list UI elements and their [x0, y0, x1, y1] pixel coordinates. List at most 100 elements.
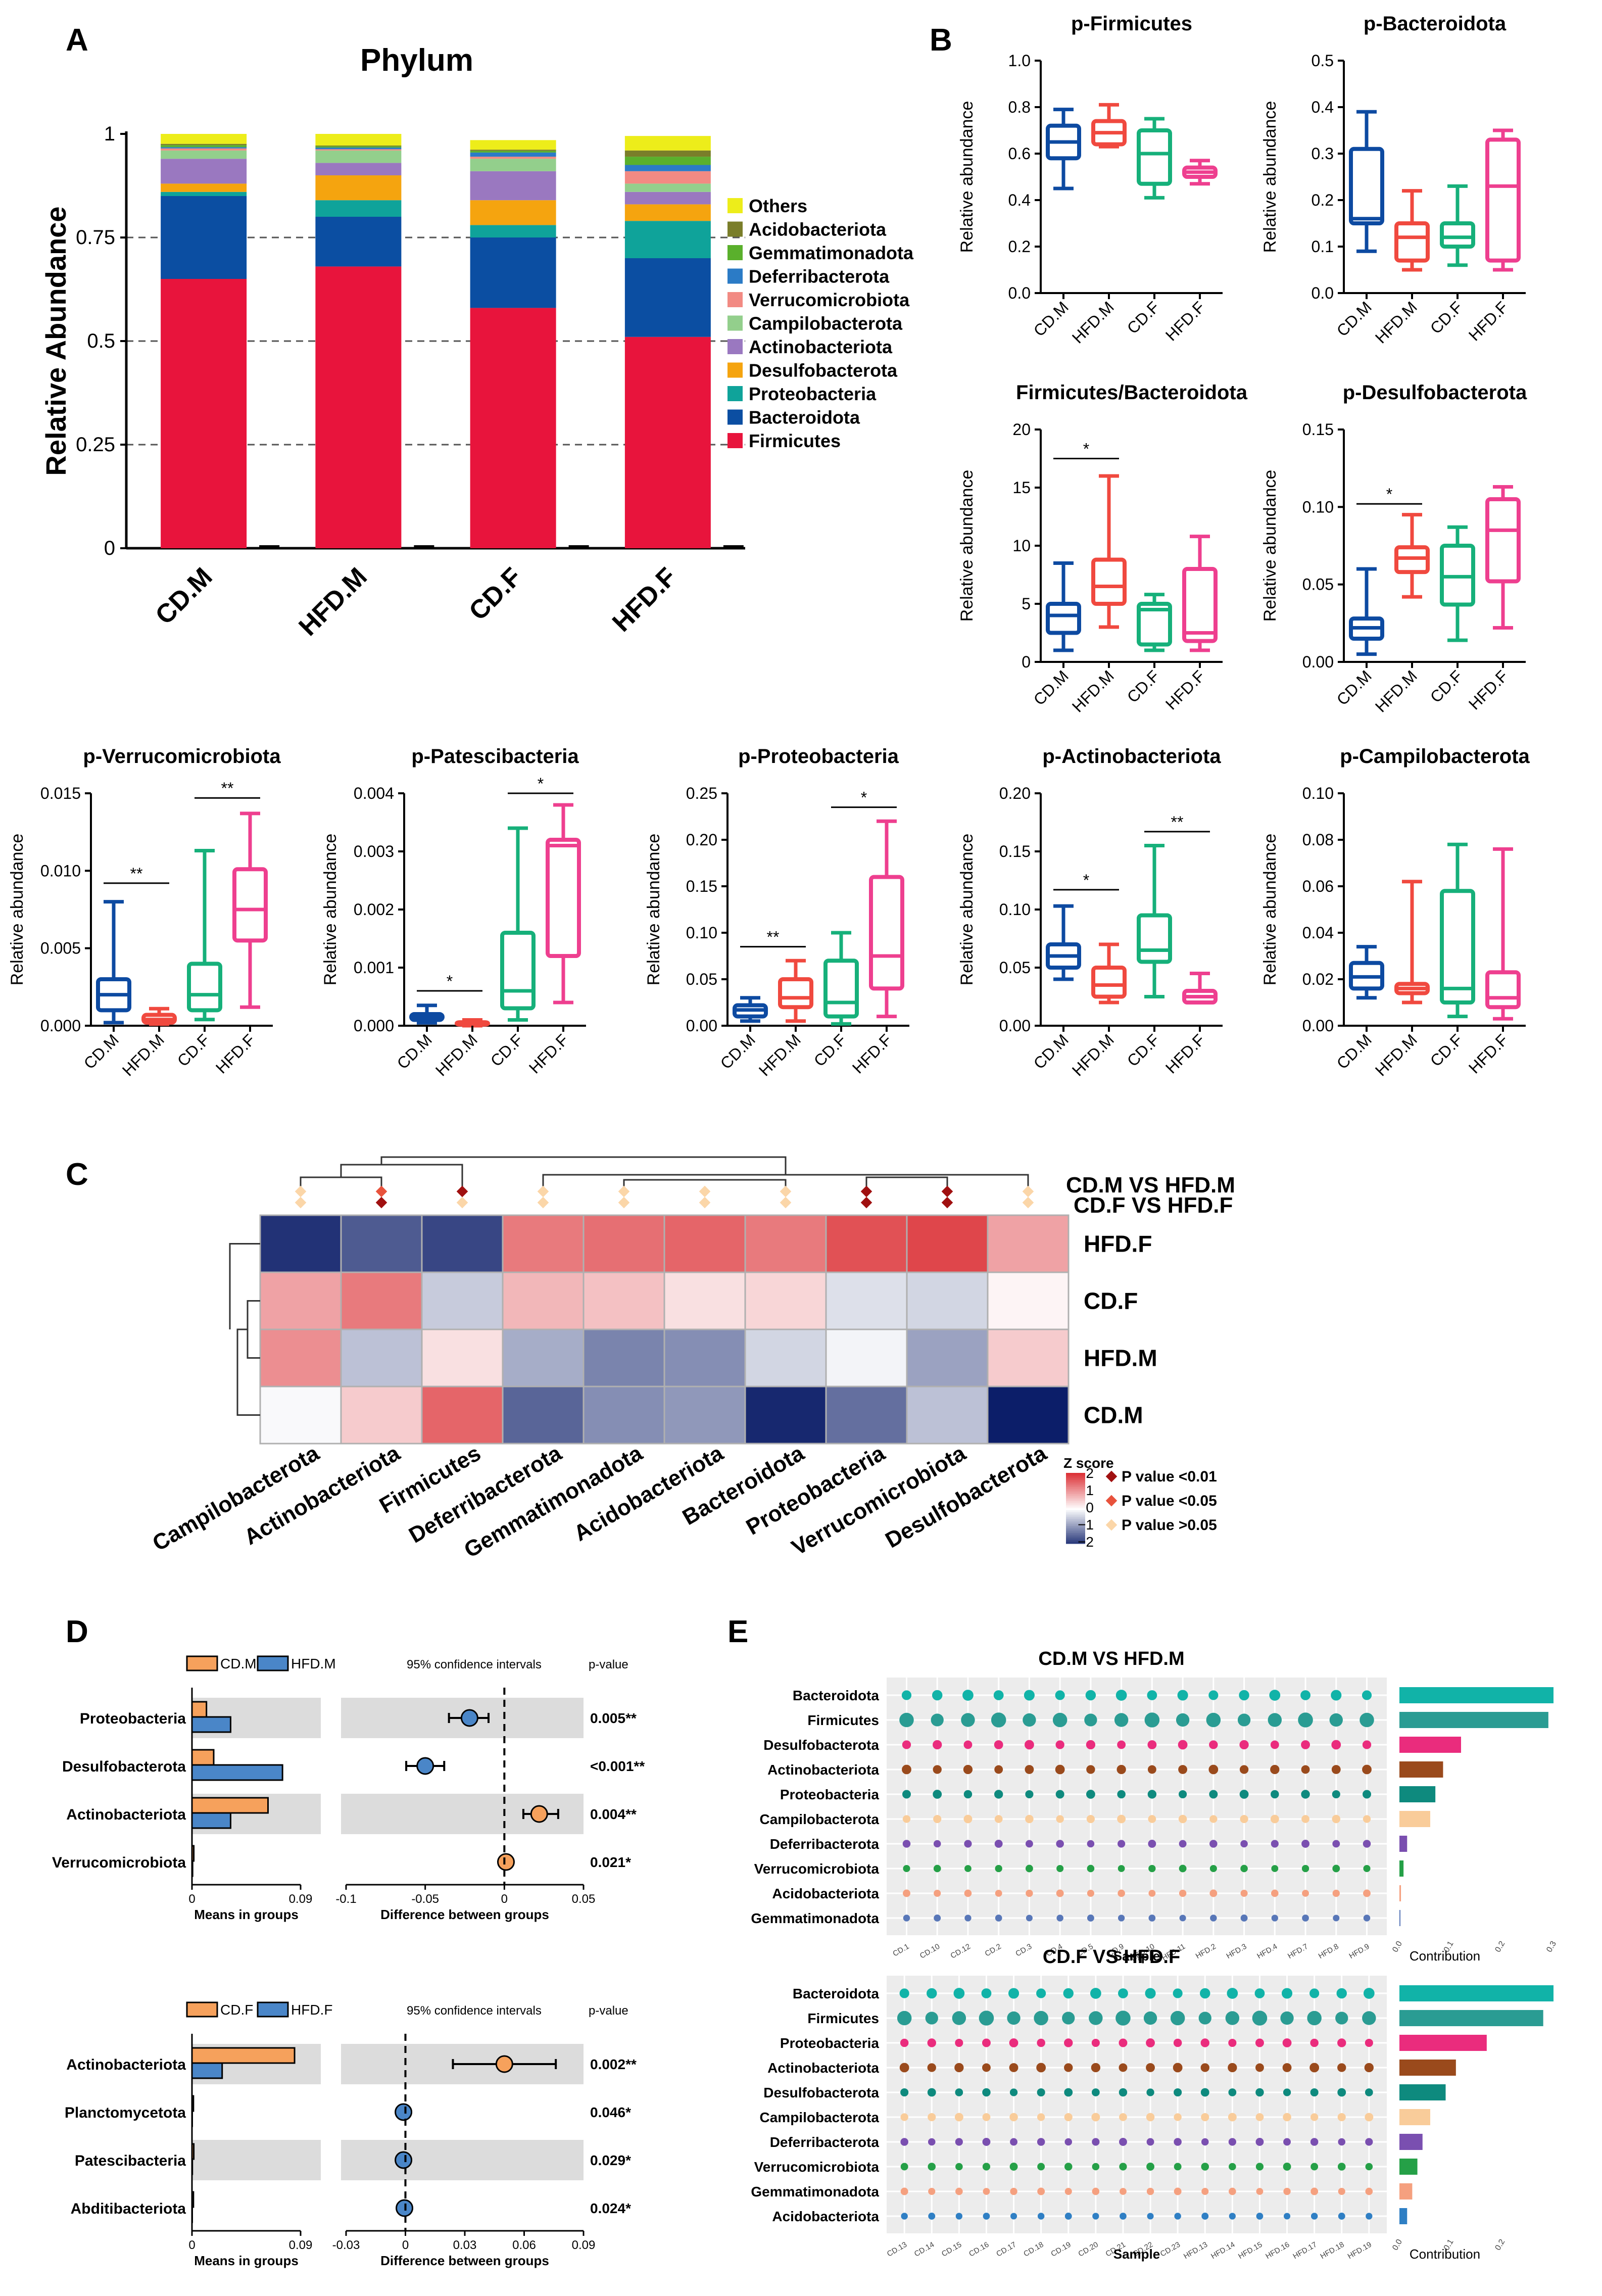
y-tick-label: 0.4: [1312, 98, 1334, 116]
bar-segment-acidobacteriota-hfd-f: [624, 150, 711, 157]
abundance-dot: [1307, 2011, 1322, 2026]
contribution-bar-actinobacteriota: [1399, 1761, 1443, 1778]
significance-marker: [860, 1197, 872, 1209]
row-label-campilobacterota: Campilobacterota: [760, 1811, 880, 1827]
y-tick-label: 0.15: [1302, 420, 1334, 439]
abundance-dot: [955, 2088, 963, 2096]
bar-segment-proteobacteria-cd-m: [161, 192, 247, 196]
abundance-dot: [1087, 1840, 1095, 1848]
bar-segment-others-cd-f: [470, 140, 556, 150]
abundance-dot: [1037, 2038, 1045, 2047]
legend-label: CD.F: [220, 2002, 253, 2018]
abundance-dot: [1209, 1740, 1218, 1749]
abundance-dot: [1025, 1790, 1034, 1799]
bar-stub: [414, 545, 434, 548]
y-tick-label: 0.6: [1008, 145, 1031, 163]
abundance-dot: [1198, 2012, 1211, 2025]
bar-segment-others-hfd-m: [315, 134, 402, 146]
abundance-dot: [1062, 2012, 1075, 2025]
abundance-dot: [1229, 2213, 1236, 2220]
panel-e-contribution-dots: CD.M VS HFD.MCD.1 CD.10 CD.12 CD.2 CD.3 CD.4 C…: [751, 1648, 1558, 2262]
abundance-dot: [902, 1815, 911, 1823]
abundance-dot: [1092, 2213, 1099, 2220]
abundance-dot: [1064, 2038, 1073, 2047]
bar-segment-gemmatimonadota-hfd-m: [315, 146, 402, 148]
bar-segment-actinobacteriota-hfd-m: [315, 163, 402, 175]
difference-point: [460, 1709, 478, 1727]
abundance-dot: [1301, 1864, 1309, 1873]
scale-gradient-step: [1066, 1505, 1085, 1507]
significance-marker: [375, 1185, 387, 1198]
abundance-dot: [1010, 2213, 1017, 2220]
abundance-dot: [1255, 2063, 1264, 2072]
abundance-dot: [900, 2038, 909, 2047]
row-label-actinobacteriota: Actinobacteriota: [66, 2056, 186, 2073]
row-label-verrucomicrobiota: Verrucomicrobiota: [754, 1861, 880, 1877]
stamp-plot-cd-m-hfd-m: CD.M HFD.M 95% confidence intervals p-value…: [52, 1655, 645, 1922]
abundance-dot: [1084, 1713, 1097, 1727]
x-axis-label: Means in groups: [194, 2253, 299, 2268]
abundance-dot: [1056, 1840, 1064, 1848]
legend-marker: [1105, 1495, 1118, 1507]
scale-gradient-step: [1066, 1476, 1085, 1478]
contribution-bar-firmicutes: [1399, 2010, 1543, 2026]
bar-segment-bacteroidota-hfd-f: [624, 258, 711, 337]
significance-mark: **: [767, 928, 780, 946]
x-tick-label: -0.05: [411, 1892, 439, 1906]
x-tick-label: 0.03: [453, 2238, 477, 2252]
bar-stub: [723, 545, 744, 548]
x-tick-label: 0: [188, 1892, 195, 1906]
abundance-dot: [1228, 2113, 1237, 2122]
box-cd-f: [1137, 913, 1172, 964]
bar-segment-campilobacterota-cd-m: [161, 150, 247, 159]
boxplot-title: p-Proteobacteria: [738, 745, 899, 768]
legend-swatch: [257, 1655, 289, 1671]
box-hfd-f: [232, 867, 268, 943]
heatmap-cell-cd-m-actinobacteriota: [340, 1385, 423, 1445]
row-label-bacteroidota: Bacteroidota: [793, 1986, 880, 2001]
abundance-dot: [982, 2038, 991, 2047]
box-cd-f: [823, 959, 859, 1019]
box-hfd-f: [869, 875, 904, 991]
abundance-dot: [1331, 1690, 1342, 1701]
abundance-dot: [1309, 1988, 1320, 1998]
heatmap-cell-hfd-f-bacteroidota: [744, 1214, 827, 1273]
abundance-dot: [1283, 2113, 1291, 2122]
contribution-bar-verrucomicrobiota: [1399, 1860, 1404, 1877]
abundance-dot: [1007, 2011, 1021, 2025]
scale-gradient-step: [1066, 1526, 1085, 1528]
legend-marker: [1105, 1470, 1118, 1482]
plot-title: CD.F VS HFD.F: [1043, 1946, 1180, 1968]
abundance-dot: [1092, 2163, 1100, 2171]
abundance-dot: [902, 1740, 911, 1749]
chart-a-title: Phylum: [360, 43, 473, 78]
significance-mark: *: [1386, 485, 1392, 503]
abundance-dot: [1174, 2138, 1182, 2146]
abundance-dot: [1148, 1915, 1156, 1922]
row-label-gemmatimonadota: Gemmatimonadota: [751, 1910, 879, 1926]
box-hfd-m: [778, 977, 813, 1010]
abundance-dot: [1118, 1915, 1125, 1922]
abundance-dot: [982, 2163, 991, 2171]
boxplot-title: p-Verrucomicrobiota: [83, 745, 281, 768]
bar-segment-actinobacteriota-cd-m: [161, 159, 247, 184]
abundance-dot: [1147, 1740, 1157, 1749]
legend-label-campilobacterota: Campilobacterota: [749, 313, 903, 334]
abundance-dot: [1302, 1890, 1309, 1897]
y-axis-label: Relative abundance: [321, 834, 340, 986]
abundance-dot: [1337, 2113, 1346, 2122]
abundance-dot: [928, 2138, 936, 2146]
scale-tick-label: 0: [1086, 1500, 1094, 1515]
bar-segment-campilobacterota-cd-f: [470, 159, 556, 171]
heatmap-cell-cd-m-desulfobacterota: [987, 1385, 1070, 1445]
significance-mark: *: [538, 775, 544, 793]
significance-marker: [780, 1197, 792, 1209]
abundance-dot: [1283, 2187, 1291, 2195]
y-tick-label: 0.001: [354, 959, 394, 977]
x-tick-label: -0.1: [335, 1892, 356, 1906]
dendrogram-branch: [380, 1156, 787, 1175]
y-tick-label: 0.0: [1312, 284, 1334, 302]
row-label-gemmatimonadota: Gemmatimonadota: [751, 2184, 879, 2199]
abundance-dot: [954, 2113, 963, 2122]
abundance-dot: [1301, 1740, 1310, 1749]
